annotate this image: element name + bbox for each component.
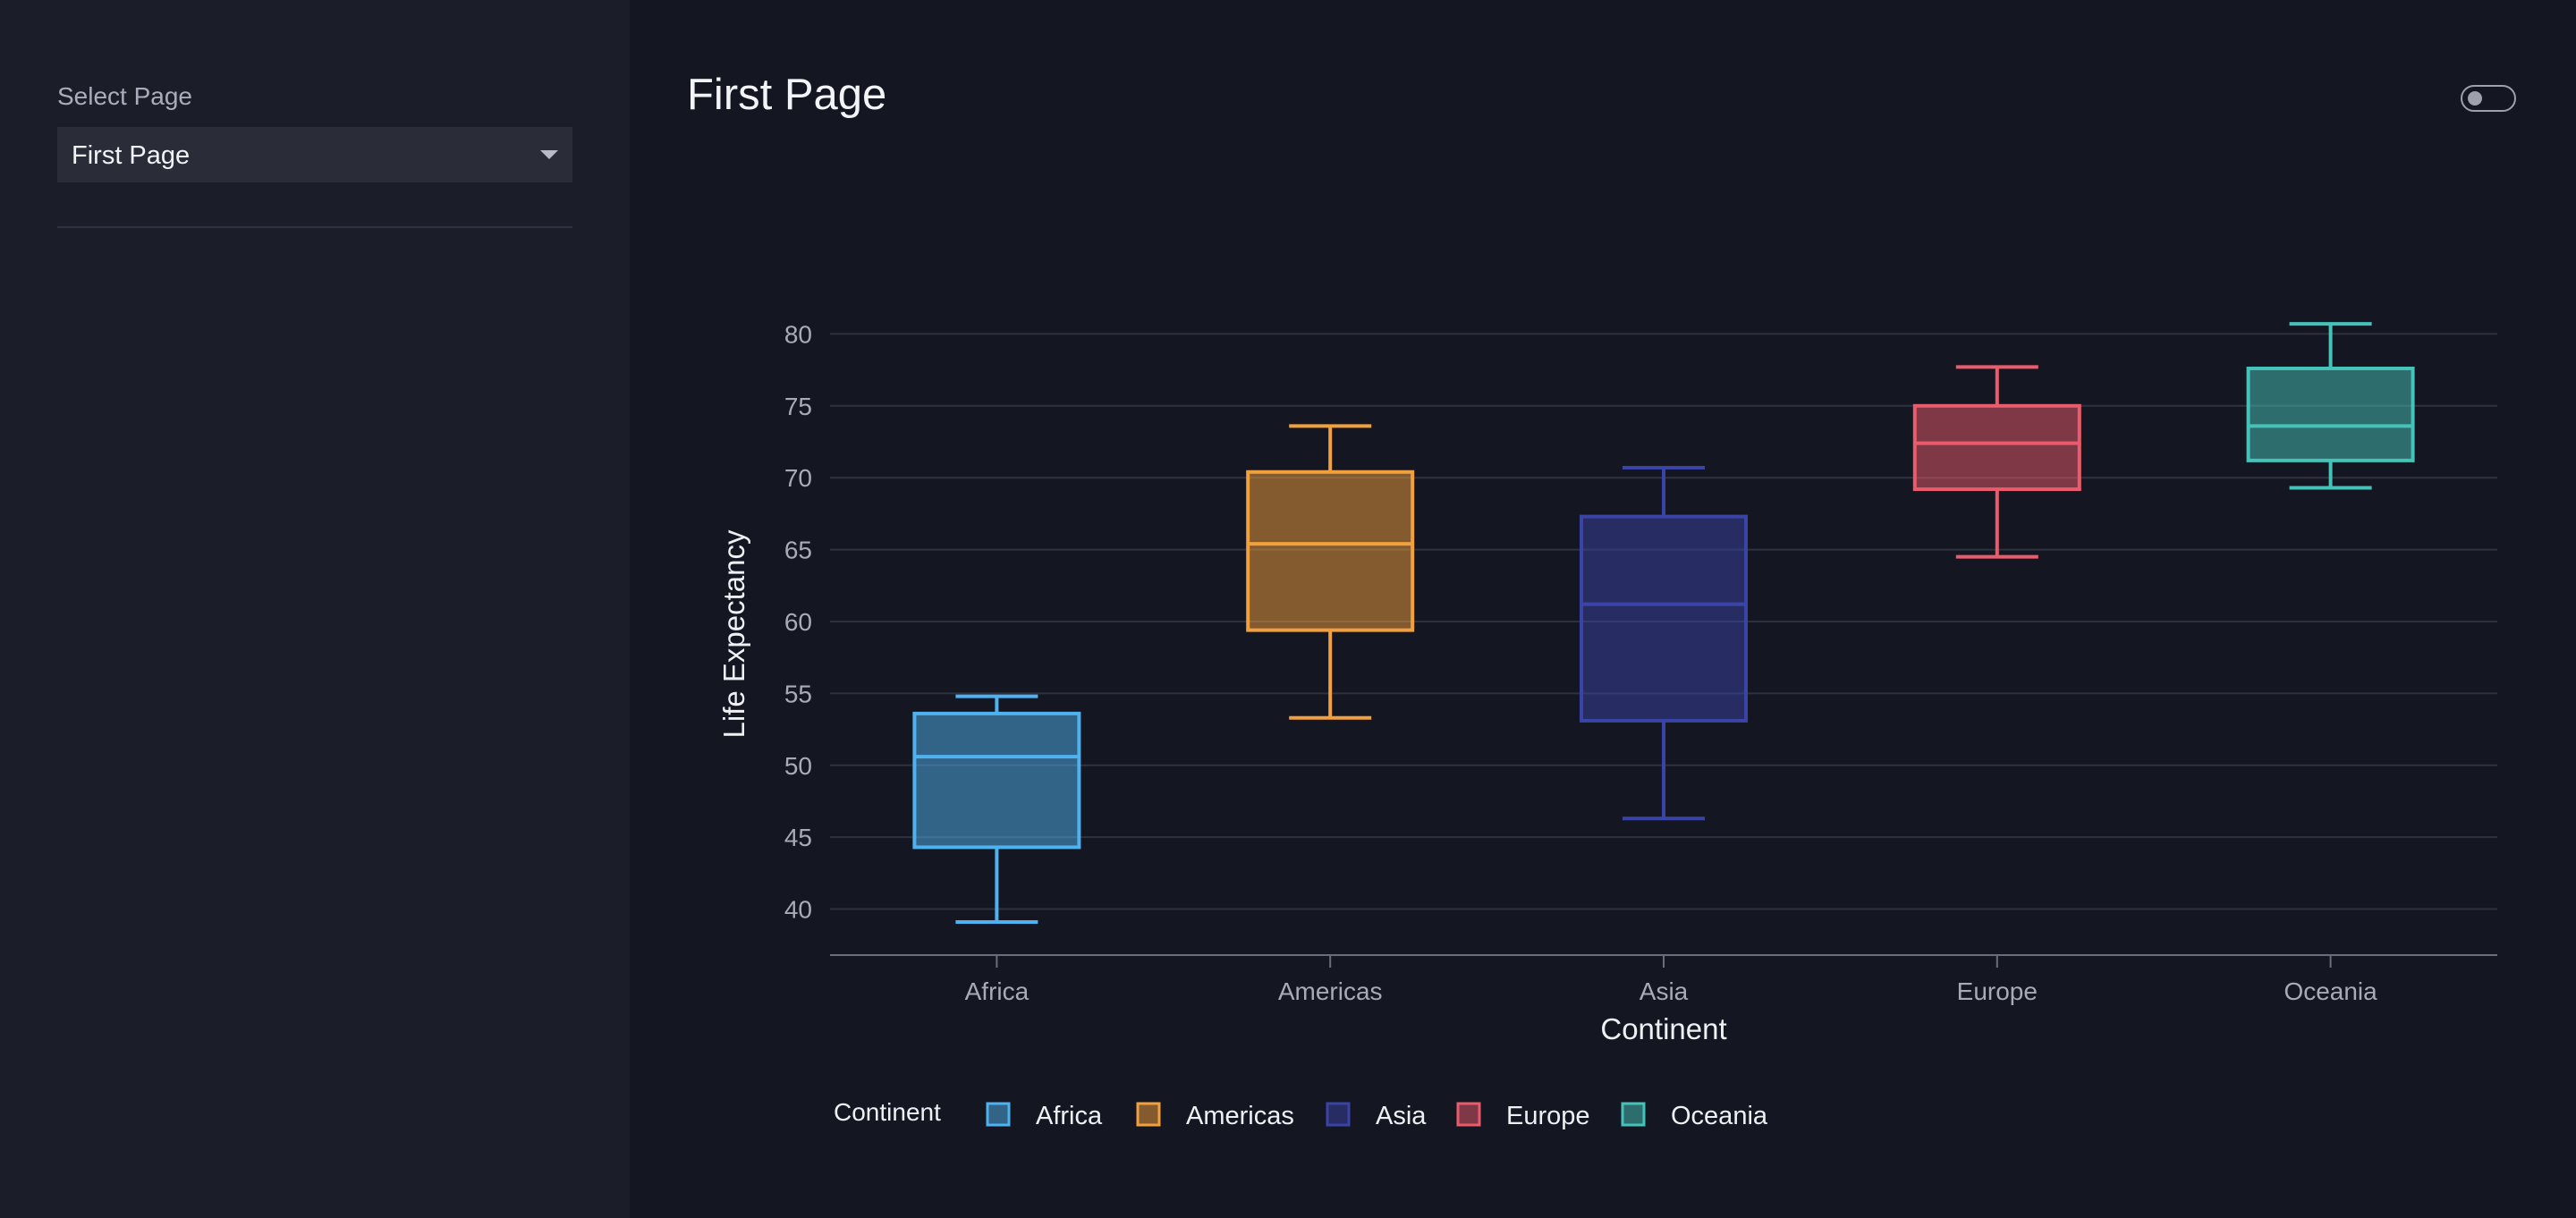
x-tick-label: Africa [965, 977, 1030, 1005]
legend-swatch [1621, 1102, 1646, 1127]
chevron-down-icon[interactable] [540, 150, 558, 159]
sidebar-divider [57, 226, 572, 228]
x-tick-label: Asia [1640, 977, 1689, 1005]
x-tick-label: Oceania [2284, 977, 2377, 1005]
legend-label: Oceania [1671, 1102, 1768, 1130]
x-tick-label: Europe [1957, 977, 2038, 1005]
page-title: First Page [687, 71, 887, 119]
y-axis-title: Life Expectancy [717, 529, 750, 738]
chart-ticks: 40 45 50 55 60 65 70 75 80 Africa Americas Asia Euro… [784, 320, 2377, 1005]
page-select[interactable]: First Page [57, 127, 572, 182]
legend-title: Continent [834, 1098, 941, 1126]
toggle-knob [2468, 91, 2482, 106]
legend-label: Americas [1186, 1102, 1294, 1130]
chart-boxes [912, 322, 2415, 925]
legend-swatch [1456, 1102, 1481, 1127]
legend-label: Europe [1506, 1102, 1590, 1130]
legend-swatch [986, 1102, 1011, 1127]
iqr-box [1912, 403, 2081, 492]
chart-legend: Continent Africa Americas Asia Europe Oceani… [834, 1098, 1768, 1130]
select-page-label: Select Page [57, 82, 192, 110]
legend-label: Africa [1036, 1102, 1103, 1130]
x-tick-label: Americas [1278, 977, 1383, 1005]
box-asia [1580, 465, 1748, 821]
iqr-box [912, 711, 1081, 850]
box-americas [1246, 424, 1415, 720]
legend-item-africa: Africa [986, 1102, 1103, 1130]
y-tick-label: 75 [784, 393, 812, 420]
sidebar: Select Page First Page [0, 0, 630, 1218]
y-tick-label: 50 [784, 752, 812, 780]
iqr-box [1580, 514, 1748, 723]
y-tick-label: 60 [784, 608, 812, 636]
y-tick-label: 80 [784, 320, 812, 348]
iqr-box [2246, 367, 2415, 462]
y-tick-label: 40 [784, 896, 812, 924]
main-content: First Page 40 45 50 55 60 65 70 75 80 Africa Ameri… [630, 0, 2576, 1218]
iqr-box [1246, 469, 1415, 632]
y-tick-label: 45 [784, 824, 812, 851]
legend-item-europe: Europe [1456, 1102, 1590, 1130]
legend-item-americas: Americas [1136, 1102, 1294, 1130]
page-select-value: First Page [72, 141, 191, 170]
legend-label: Asia [1376, 1102, 1427, 1130]
y-tick-label: 55 [784, 680, 812, 707]
box-africa [912, 694, 1081, 925]
legend-swatch [1326, 1102, 1351, 1127]
x-axis-title: Continent [1600, 1012, 1726, 1045]
legend-item-asia: Asia [1326, 1102, 1427, 1130]
theme-toggle[interactable] [2461, 85, 2516, 112]
legend-swatch [1136, 1102, 1161, 1127]
box-oceania [2246, 322, 2415, 490]
y-tick-label: 70 [784, 464, 812, 492]
box-plot-chart: 40 45 50 55 60 65 70 75 80 Africa Americas Asia Euro… [717, 320, 2497, 1130]
box-europe [1912, 365, 2081, 559]
y-tick-label: 65 [784, 537, 812, 564]
legend-item-oceania: Oceania [1621, 1102, 1768, 1130]
